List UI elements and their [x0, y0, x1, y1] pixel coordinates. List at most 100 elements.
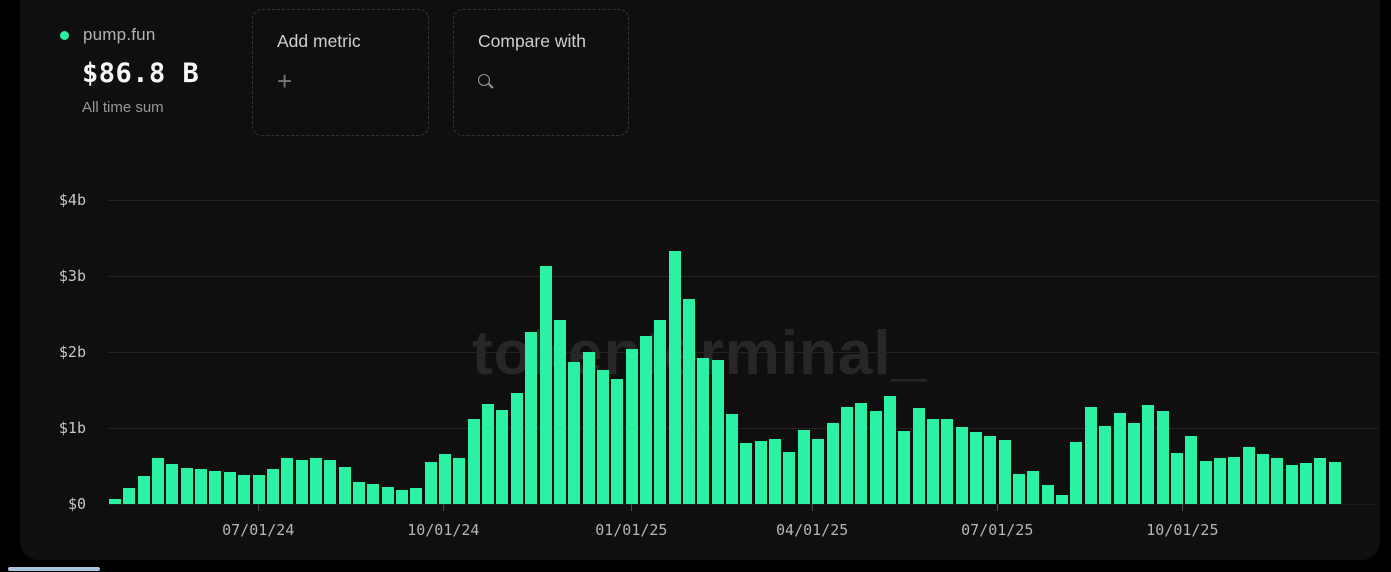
y-axis-tick-label: $2b — [58, 343, 86, 361]
chart-bar[interactable] — [769, 439, 782, 504]
chart-bar[interactable] — [439, 454, 452, 504]
chart-bar[interactable] — [912, 408, 925, 504]
chart-bar[interactable] — [123, 488, 136, 504]
chart-bar[interactable] — [453, 458, 466, 504]
chart-bar[interactable] — [1213, 458, 1226, 504]
chart-bar[interactable] — [855, 403, 868, 504]
chart-bar[interactable] — [266, 469, 279, 504]
horizontal-scrollbar-thumb[interactable] — [8, 567, 100, 571]
chart-bar[interactable] — [683, 299, 695, 504]
chart-bar[interactable] — [1099, 426, 1112, 504]
total-value: $86.8 B — [82, 58, 200, 89]
x-axis-tick-label: 07/01/24 — [222, 521, 295, 539]
chart-bar[interactable] — [496, 410, 509, 504]
chart-bar[interactable] — [711, 360, 724, 504]
chart-bar[interactable] — [309, 458, 322, 504]
chart-bar[interactable] — [223, 472, 236, 504]
chart-bar[interactable] — [109, 499, 121, 504]
chart-bar[interactable] — [467, 419, 480, 504]
chart-bar[interactable] — [410, 488, 423, 504]
chart-bar[interactable] — [596, 370, 609, 504]
chart-bar[interactable] — [568, 362, 581, 504]
chart-bar[interactable] — [1056, 495, 1069, 504]
chart-bar[interactable] — [539, 266, 552, 504]
chart-bar[interactable] — [1127, 423, 1140, 504]
chart-bar[interactable] — [797, 430, 810, 504]
chart-bar[interactable] — [152, 458, 165, 504]
chart-bar[interactable] — [1285, 465, 1298, 504]
chart-bar[interactable] — [1228, 457, 1241, 504]
chart-bar[interactable] — [970, 432, 982, 504]
series-label: pump.fun — [83, 25, 156, 44]
chart-bar[interactable] — [238, 475, 251, 504]
y-axis-tick-label: $3b — [58, 267, 86, 285]
chart-bar[interactable] — [324, 460, 337, 504]
chart-bar[interactable] — [525, 332, 538, 504]
chart-bar[interactable] — [166, 464, 179, 504]
compare-with-button[interactable]: Compare with — [453, 9, 629, 136]
chart-bar[interactable] — [955, 427, 968, 504]
chart-bar[interactable] — [180, 468, 193, 504]
chart-bar[interactable] — [840, 407, 853, 504]
chart-bar[interactable] — [338, 467, 351, 504]
chart-bar[interactable] — [582, 352, 595, 504]
chart-bar[interactable] — [195, 469, 208, 504]
series-legend[interactable]: pump.fun — [60, 25, 155, 45]
chart-bar[interactable] — [1070, 442, 1083, 504]
chart-bar[interactable] — [510, 393, 523, 504]
chart-bar[interactable] — [381, 487, 394, 504]
chart-bar[interactable] — [754, 441, 767, 504]
chart-bar[interactable] — [1257, 454, 1269, 504]
chart-bar[interactable] — [611, 379, 624, 504]
chart-bar[interactable] — [295, 460, 308, 504]
chart-bar[interactable] — [984, 436, 997, 504]
chart-bar[interactable] — [424, 462, 437, 504]
chart-bar[interactable] — [367, 484, 380, 504]
chart-bar[interactable] — [1041, 485, 1054, 504]
chart-bar[interactable] — [1242, 447, 1255, 504]
chart-bar[interactable] — [553, 320, 566, 504]
chart-bar[interactable] — [625, 349, 638, 504]
chart-bar[interactable] — [740, 443, 753, 504]
chart-bar[interactable] — [1142, 405, 1155, 504]
chart-bar[interactable] — [1013, 474, 1026, 504]
total-caption: All time sum — [82, 99, 164, 116]
chart-bar[interactable] — [1027, 471, 1040, 504]
chart-bar[interactable] — [1300, 463, 1313, 504]
chart-bar[interactable] — [1328, 462, 1341, 504]
chart-bar[interactable] — [137, 476, 150, 504]
chart-bar[interactable] — [1314, 458, 1327, 504]
chart-bar[interactable] — [883, 396, 896, 504]
chart-bar[interactable] — [1113, 413, 1126, 504]
chart-bar[interactable] — [281, 458, 294, 504]
chart-bar[interactable] — [639, 336, 652, 504]
chart-bar[interactable] — [209, 471, 222, 504]
add-metric-button[interactable]: Add metric + — [252, 9, 429, 136]
chart-bar[interactable] — [926, 419, 939, 504]
chart-bar[interactable] — [869, 411, 882, 504]
x-axis-tick — [1182, 504, 1184, 511]
chart-bar[interactable] — [697, 358, 710, 504]
chart-bar[interactable] — [726, 414, 739, 504]
chart-bar[interactable] — [826, 423, 839, 504]
chart-bar[interactable] — [783, 452, 796, 504]
chart-bar[interactable] — [352, 482, 365, 504]
chart-bar[interactable] — [1084, 407, 1097, 504]
chart-bar[interactable] — [396, 490, 408, 504]
chart-bar[interactable] — [898, 431, 911, 504]
chart-bar[interactable] — [812, 439, 825, 504]
x-axis-tick — [258, 504, 260, 511]
chart-bar[interactable] — [941, 419, 954, 504]
chart-bar[interactable] — [998, 440, 1011, 504]
chart-bar[interactable] — [1170, 453, 1183, 504]
chart-bar[interactable] — [482, 404, 495, 504]
chart-bar[interactable] — [1185, 436, 1198, 504]
chart-bar[interactable] — [654, 320, 667, 504]
chart-bar[interactable] — [252, 475, 265, 504]
chart-bar[interactable] — [1271, 458, 1284, 504]
y-axis-tick-label: $4b — [58, 191, 86, 209]
x-axis-tick-label: 10/01/24 — [407, 521, 480, 539]
chart-bar[interactable] — [668, 251, 681, 504]
chart-bar[interactable] — [1156, 411, 1169, 504]
chart-bar[interactable] — [1199, 461, 1212, 504]
